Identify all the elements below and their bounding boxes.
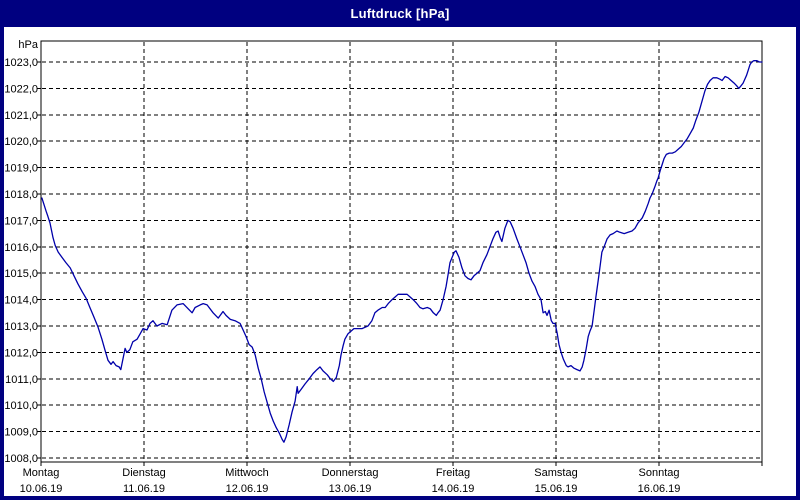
x-date-label: 16.06.19 (638, 483, 681, 495)
axis-ticks (37, 61, 763, 466)
x-date-label: 10.06.19 (20, 483, 63, 495)
gridlines (42, 42, 761, 461)
x-day-label: Montag (23, 467, 60, 479)
y-tick-label: 1012,0 (4, 347, 38, 359)
y-tick-label: 1013,0 (4, 321, 38, 333)
plot-border (40, 40, 763, 463)
x-date-label: 12.06.19 (226, 483, 269, 495)
x-day-label: Freitag (436, 467, 470, 479)
axis-labels: hPa 1008,0 1009,0 1010,0 1011,0 1012,0 1013,0 1… (4, 39, 680, 495)
x-day-label: Mittwoch (225, 467, 268, 479)
y-axis-unit-label: hPa (18, 39, 38, 51)
y-tick-label: 1020,0 (4, 136, 38, 148)
x-day-label: Donnerstag (322, 467, 379, 479)
x-day-label: Dienstag (122, 467, 165, 479)
y-tick-label: 1018,0 (4, 189, 38, 201)
y-tick-label: 1022,0 (4, 83, 38, 95)
pressure-line (41, 60, 763, 443)
x-date-label: 13.06.19 (329, 483, 372, 495)
x-day-label: Sonntag (639, 467, 680, 479)
y-tick-label: 1017,0 (4, 215, 38, 227)
y-tick-label: 1015,0 (4, 268, 38, 280)
x-day-label: Samstag (534, 467, 577, 479)
y-tick-label: 1019,0 (4, 163, 38, 175)
window-title: Luftdruck [hPa] (350, 6, 450, 21)
y-tick-label: 1016,0 (4, 242, 38, 254)
y-tick-label: 1009,0 (4, 427, 38, 439)
x-date-label: 11.06.19 (123, 483, 165, 495)
x-date-label: 15.06.19 (535, 483, 578, 495)
y-tick-label: 1014,0 (4, 295, 38, 307)
y-tick-label: 1010,0 (4, 400, 38, 412)
title-bar[interactable]: Luftdruck [hPa] (0, 0, 800, 27)
y-tick-label: 1023,0 (4, 57, 38, 69)
y-tick-label: 1021,0 (4, 110, 38, 122)
y-tick-label: 1011,0 (5, 374, 38, 386)
x-date-label: 14.06.19 (432, 483, 475, 495)
y-tick-label: 1008,0 (4, 453, 38, 465)
